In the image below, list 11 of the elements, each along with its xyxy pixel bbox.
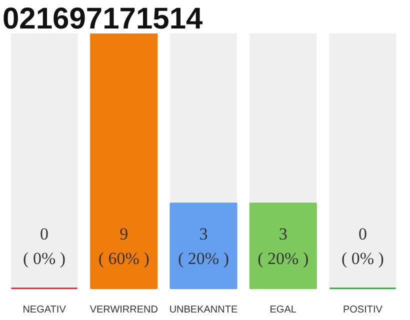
x-tick-label: POSITIV [342, 304, 383, 316]
data-label: 3 ( 20% ) [178, 224, 229, 268]
x-tick-label: NEGATIV [22, 304, 66, 316]
data-label: 3 ( 20% ) [258, 224, 309, 268]
data-label: 0 ( 0% ) [341, 224, 384, 268]
data-label: 9 ( 60% ) [98, 224, 150, 268]
x-tick-label: UNBEKANNTE [169, 304, 238, 316]
x-tick-label: EGAL [270, 304, 297, 316]
chart-title: 021697171514 [2, 2, 204, 36]
x-tick-label: VERWIRREND [90, 304, 158, 316]
data-label: 0 ( 0% ) [23, 224, 66, 268]
